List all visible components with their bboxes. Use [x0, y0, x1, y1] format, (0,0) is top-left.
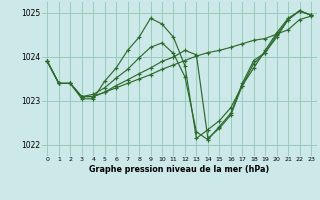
X-axis label: Graphe pression niveau de la mer (hPa): Graphe pression niveau de la mer (hPa)	[89, 165, 269, 174]
